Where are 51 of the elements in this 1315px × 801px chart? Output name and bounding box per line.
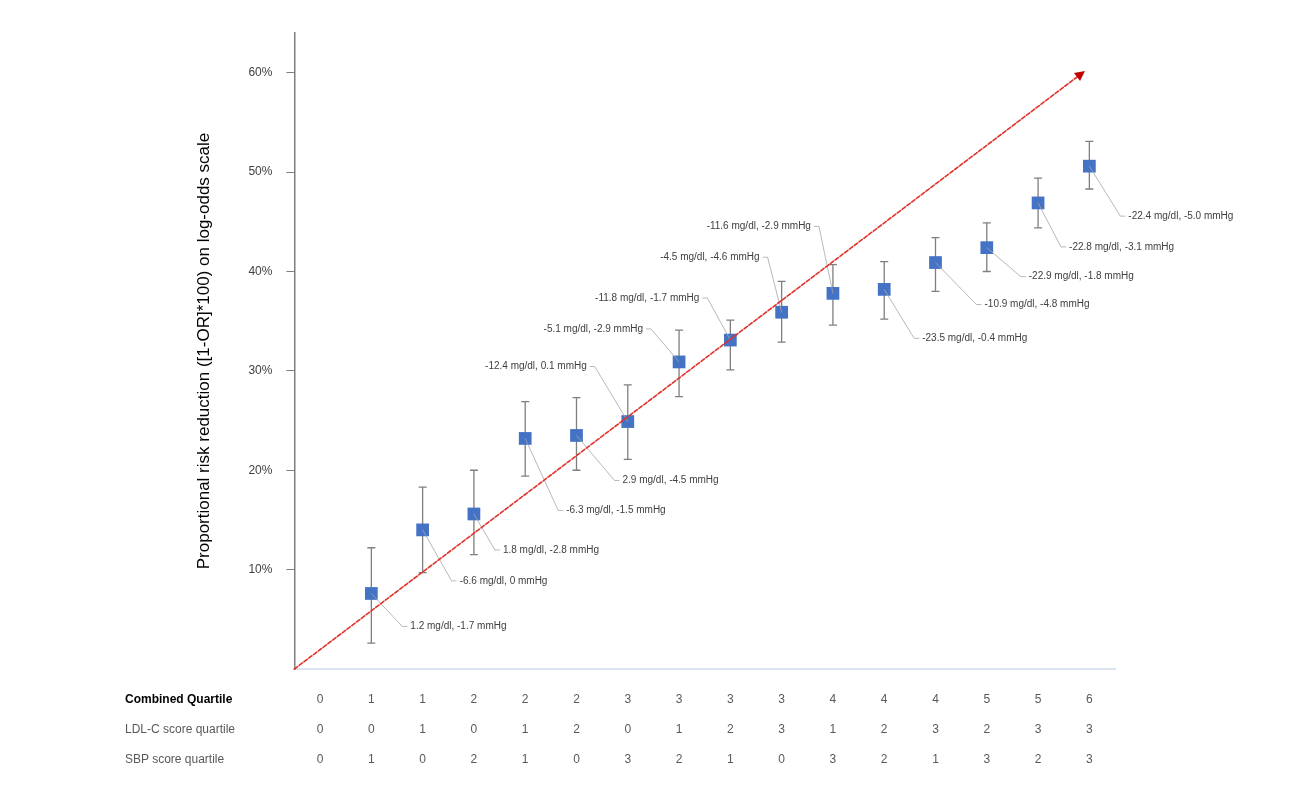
point — [877, 283, 891, 296]
category-label: 3 3 0 — [778, 692, 785, 767]
annotation: 1.2 mg/dl, -1.7 mmHg — [410, 620, 507, 632]
text: LDL-C score quartile — [125, 722, 236, 737]
annotation: -11.8 mg/dl, -1.7 mmHg — [595, 291, 700, 303]
point — [1082, 159, 1096, 173]
point — [775, 305, 788, 319]
annotation: -6.6 mg/dl, 0 mmHg — [459, 574, 548, 586]
point — [929, 256, 942, 269]
category-label: 6 3 3 — [1086, 692, 1093, 767]
annotation: 2.9 mg/dl, -4.5 mmHg — [622, 474, 719, 486]
annotation: -22.9 mg/dl, -1.8 mmHg — [1028, 270, 1134, 282]
annotation: -4.5 mg/dl, -4.6 mmHg — [660, 250, 760, 262]
category-label: 3 2 1 — [727, 692, 734, 767]
annotation: -11.6 mg/dl, -2.9 mmHg — [706, 220, 811, 232]
y-tick-label: 50% — [248, 164, 273, 179]
category-label: 2 0 2 — [470, 692, 478, 767]
point — [570, 429, 583, 442]
category-label: 1 1 0 — [419, 692, 426, 767]
annotation: -22.8 mg/dl, -3.1 mmHg — [1069, 240, 1175, 252]
text: -22.4 mg/dl, -5.0 mmHg — [1128, 209, 1234, 221]
category-label: 0 0 0 — [316, 692, 324, 767]
category-label: 4 1 3 — [829, 692, 837, 767]
category-label: 3 0 3 — [624, 692, 632, 767]
y-axis-title: Proportional risk reduction ([1-OR]*100) on log-odds scale — [193, 132, 213, 570]
annotation: -6.3 mg/dl, -1.5 mmHg — [566, 504, 666, 516]
annotation: -12.4 mg/dl, 0.1 mmHg — [485, 360, 587, 372]
text: Combined Quartile — [125, 692, 233, 707]
category-label: 2 1 1 — [521, 692, 529, 767]
category-label: 4 3 1 — [932, 692, 939, 767]
category-label: 5 2 3 — [983, 692, 991, 767]
category-label: 4 2 2 — [880, 692, 888, 767]
annotation: -5.1 mg/dl, -2.9 mmHg — [543, 322, 644, 334]
y-tick-label: 60% — [248, 65, 273, 80]
point — [518, 432, 532, 445]
point — [364, 587, 378, 600]
y-tick-label: 10% — [248, 561, 273, 576]
point — [416, 523, 429, 537]
text: SBP score quartile — [125, 752, 225, 767]
annotation: -10.9 mg/dl, -4.8 mmHg — [984, 298, 1090, 310]
point — [826, 287, 840, 300]
y-tick-label: 30% — [248, 363, 273, 378]
annotation: 1.8 mg/dl, -2.8 mmHg — [502, 543, 600, 555]
category-label: 3 1 2 — [675, 692, 683, 767]
category-label: 1 0 1 — [368, 692, 375, 767]
point — [980, 241, 994, 255]
y-tick-label: 20% — [248, 462, 273, 477]
y-tick-label: 40% — [248, 263, 273, 278]
category-label: 5 3 2 — [1034, 692, 1042, 767]
annotation: -23.5 mg/dl, -0.4 mmHg — [922, 332, 1028, 344]
category-label: 2 2 0 — [573, 692, 580, 767]
